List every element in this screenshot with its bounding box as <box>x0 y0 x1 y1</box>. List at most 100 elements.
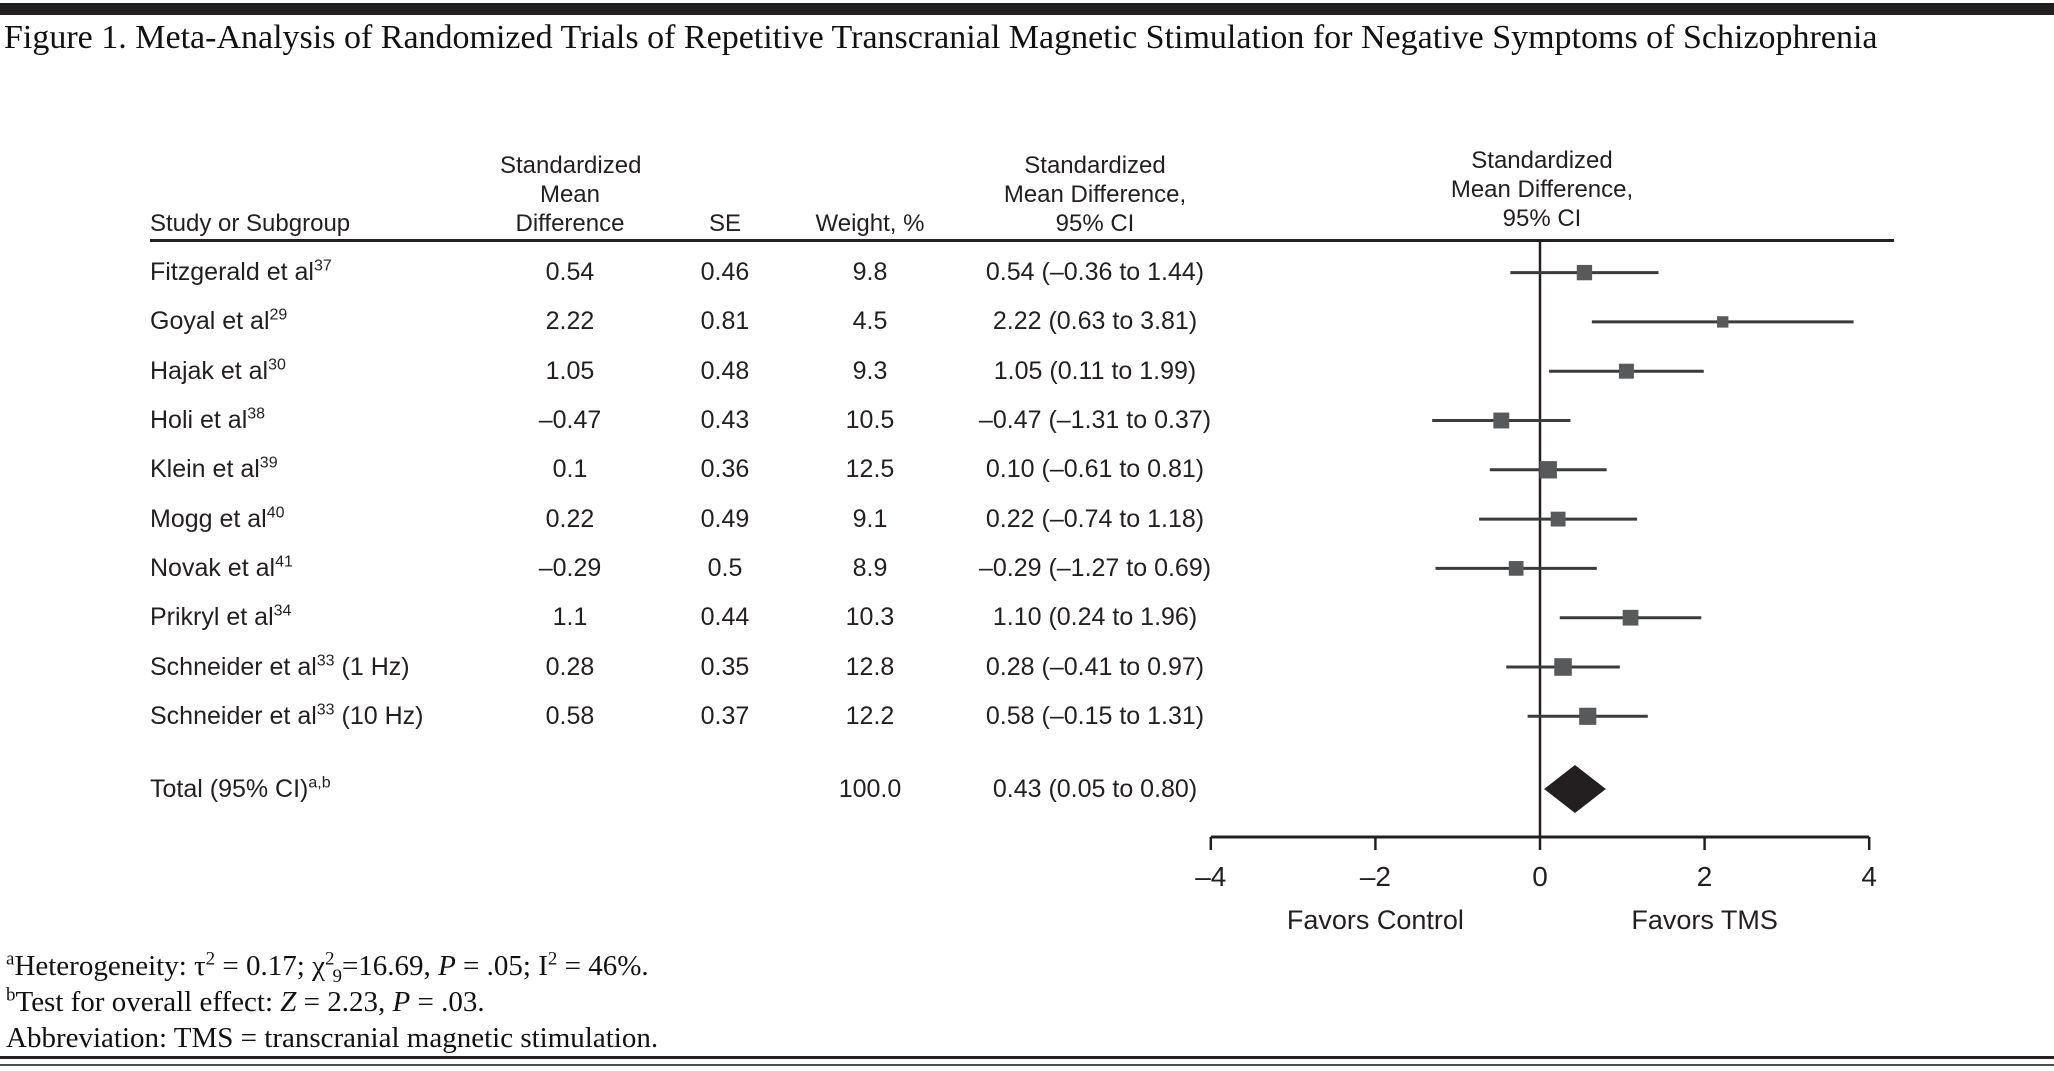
header-rule <box>150 239 1894 242</box>
effect-marker <box>1550 511 1566 527</box>
ci-value: 0.22 (–0.74 to 1.18) <box>985 504 1205 533</box>
ref-superscript: 40 <box>266 504 285 522</box>
study-label: Hajak et al30 <box>150 356 286 385</box>
smd-value: 0.58 <box>545 701 595 730</box>
table-row: Holi et al38 –0.47 0.43 10.5 –0.47 (–1.31 to… <box>150 396 1260 445</box>
study-label: Fitzgerald et al37 <box>150 257 332 287</box>
se-value: 0.43 <box>700 406 750 435</box>
table-row: Hajak et al30 1.05 0.48 9.3 1.05 (0.11 to 1.… <box>150 347 1260 396</box>
total-row: Total (95% CI)a,b 100.0 0.43 (0.05 to 0.… <box>150 765 1260 814</box>
table-body: Fitzgerald et al37 0.54 0.46 9.8 0.54 (–0.36… <box>150 248 1260 741</box>
ci-value: –0.29 (–1.27 to 0.69) <box>978 553 1212 582</box>
table-row: Fitzgerald et al37 0.54 0.46 9.8 0.54 (–0.36… <box>150 248 1260 297</box>
header-weight: Weight, % <box>815 210 925 237</box>
ref-superscript: 29 <box>269 307 288 325</box>
table-row: Goyal et al29 2.22 0.81 4.5 2.22 (0.63 to 3.… <box>150 297 1260 346</box>
table-row: Mogg et al40 0.22 0.49 9.1 0.22 (–0.74 to 1.… <box>150 494 1260 543</box>
tick-label: 4 <box>1861 861 1877 892</box>
header-ci: Standardized Mean Difference, 95% CI <box>1003 152 1187 237</box>
ref-superscript: 34 <box>273 602 292 620</box>
smd-value: –0.47 <box>538 406 602 435</box>
se-value: 0.48 <box>700 356 750 385</box>
study-label: Holi et al38 <box>150 405 266 435</box>
effect-marker <box>1576 264 1593 281</box>
ci-value: 0.58 (–0.15 to 1.31) <box>985 701 1205 730</box>
table-row: Schneider et al33 (10 Hz) 0.58 0.37 12.2 0.5… <box>150 692 1260 741</box>
ref-superscript: 37 <box>313 257 332 275</box>
total-ref-superscript: a,b <box>308 774 331 792</box>
study-label: Novak et al41 <box>150 553 293 582</box>
header-study: Study or Subgroup <box>150 210 351 237</box>
favors-tms-label: Favors TMS <box>1631 905 1778 935</box>
smd-value: 0.1 <box>552 455 588 484</box>
footnote-line: aHeterogeneity: τ2 = 0.17; χ29=16.69, P … <box>6 948 649 987</box>
table-row: Schneider et al33 (1 Hz) 0.28 0.35 12.8 0.28… <box>150 642 1260 691</box>
study-label: Mogg et al40 <box>150 504 285 533</box>
tick-label: –2 <box>1360 861 1391 892</box>
ci-value: 1.05 (0.11 to 1.99) <box>993 356 1197 385</box>
footnote-line: Abbreviation: TMS = transcranial magneti… <box>6 1022 659 1054</box>
smd-value: 0.54 <box>545 258 595 287</box>
effect-marker <box>1717 316 1729 328</box>
ci-value: 0.28 (–0.41 to 0.97) <box>985 652 1205 681</box>
weight-value: 9.3 <box>852 356 888 385</box>
smd-value: 2.22 <box>545 307 595 336</box>
smd-value: –0.29 <box>538 553 602 582</box>
se-value: 0.46 <box>700 258 750 287</box>
weight-value: 12.8 <box>845 652 895 681</box>
weight-value: 10.3 <box>845 603 895 632</box>
se-value: 0.49 <box>700 504 750 533</box>
effect-marker <box>1554 658 1572 676</box>
ci-value: –0.47 (–1.31 to 0.37) <box>978 406 1212 435</box>
smd-value: 1.05 <box>545 356 595 385</box>
header-se: SE <box>708 210 741 237</box>
se-value: 0.5 <box>707 553 743 582</box>
effect-marker <box>1618 363 1634 379</box>
ci-value: 0.10 (–0.61 to 0.81) <box>985 455 1205 484</box>
total-weight-value: 100.0 <box>838 775 902 804</box>
table-row: Novak et al41 –0.29 0.5 8.9 –0.29 (–1.27 to … <box>150 544 1260 593</box>
se-value: 0.36 <box>700 455 750 484</box>
effect-marker <box>1493 412 1510 429</box>
ref-superscript: 33 <box>316 701 335 719</box>
study-label: Klein et al39 <box>150 455 278 484</box>
weight-value: 12.2 <box>845 701 895 730</box>
total-diamond <box>1544 765 1606 813</box>
effect-marker <box>1622 609 1639 626</box>
ref-superscript: 39 <box>259 455 278 472</box>
effect-marker <box>1539 461 1557 479</box>
tick-label: –4 <box>1195 861 1226 892</box>
smd-value: 0.28 <box>545 652 595 681</box>
header-plot: Standardized Mean Difference, 95% CI <box>1450 147 1634 232</box>
header-smd: Standardized Mean Difference <box>500 152 642 237</box>
weight-value: 9.8 <box>852 258 888 287</box>
ci-value: 1.10 (0.24 to 1.96) <box>992 603 1198 632</box>
forest-plot-svg: –4 –2 0 2 4 Favors Control Favors TMS <box>1195 239 1877 935</box>
study-label: Goyal et al29 <box>150 307 288 336</box>
ref-superscript: 33 <box>316 652 335 670</box>
total-ci-value: 0.43 (0.05 to 0.80) <box>992 775 1198 804</box>
se-value: 0.35 <box>700 652 750 681</box>
tick-label: 2 <box>1697 861 1713 892</box>
favors-control-label: Favors Control <box>1287 905 1464 935</box>
effect-marker <box>1508 561 1524 576</box>
effect-marker <box>1579 707 1597 725</box>
se-value: 0.37 <box>700 701 750 730</box>
weight-value: 12.5 <box>845 455 895 484</box>
figure-title: Figure 1. Meta-Analysis of Randomized Tr… <box>4 19 1878 56</box>
table-row: Klein et al39 0.1 0.36 12.5 0.10 (–0.61 to 0… <box>150 445 1260 494</box>
study-label: Prikryl et al34 <box>150 602 292 632</box>
study-label: Schneider et al33 (10 Hz) <box>150 701 424 730</box>
ci-value: 2.22 (0.63 to 3.81) <box>992 307 1198 336</box>
ref-superscript: 30 <box>268 356 286 374</box>
se-value: 0.81 <box>700 307 750 336</box>
smd-value: 1.1 <box>552 603 588 632</box>
weight-value: 10.5 <box>845 406 895 435</box>
total-label: Total (95% CI)a,b <box>150 774 331 804</box>
bottom-rule <box>0 1056 2054 1066</box>
weight-value: 8.9 <box>852 553 888 582</box>
tick-label: 0 <box>1532 861 1548 892</box>
footnotes: aHeterogeneity: τ2 = 0.17; χ29=16.69, P … <box>6 948 1406 1056</box>
footnote-line: bTest for overall effect: Z = 2.23, P = … <box>6 984 485 1018</box>
